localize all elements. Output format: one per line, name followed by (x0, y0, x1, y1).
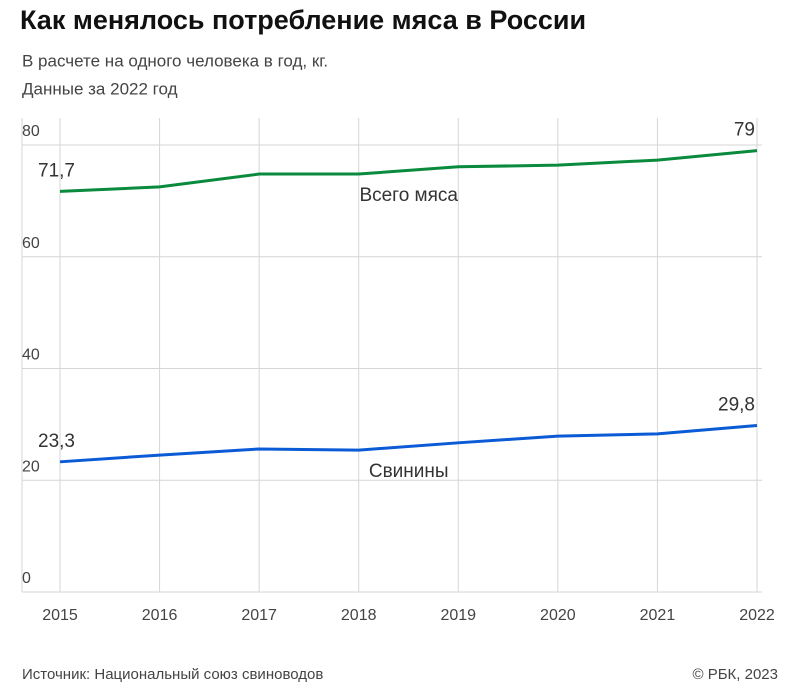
source: Источник: Национальный союз свиноводов (22, 666, 323, 683)
chart-title: Как менялось потребление мяса в России (20, 5, 586, 35)
x-tick-label: 2016 (142, 607, 178, 624)
data-label: 23,3 (38, 431, 75, 452)
y-tick-label: 60 (22, 235, 40, 252)
data-label: 71,7 (38, 160, 75, 181)
data-label: 79 (734, 120, 755, 141)
subtitle: В расчете на одного человека в год, кг. (22, 51, 328, 70)
y-tick-label: 40 (22, 347, 40, 364)
series-label: Свинины (369, 461, 449, 482)
x-tick-label: 2018 (341, 607, 377, 624)
line (59, 149, 758, 193)
x-tick-label: 2021 (640, 607, 676, 624)
y-tick-label: 20 (22, 458, 40, 475)
y-tick-label: 80 (22, 123, 40, 140)
x-tick-label: 2017 (241, 607, 277, 624)
x-tick-label: 2020 (540, 607, 576, 624)
series-label: Всего мяса (359, 185, 458, 206)
x-tick-label: 2015 (42, 607, 78, 624)
credit: © РБК, 2023 (692, 666, 778, 683)
y-tick-label: 0 (22, 570, 31, 587)
subtitle: Данные за 2022 год (22, 79, 178, 98)
line (59, 423, 758, 464)
x-tick-label: 2019 (440, 607, 476, 624)
x-tick-label: 2022 (739, 607, 775, 624)
data-label: 29,8 (718, 395, 755, 416)
